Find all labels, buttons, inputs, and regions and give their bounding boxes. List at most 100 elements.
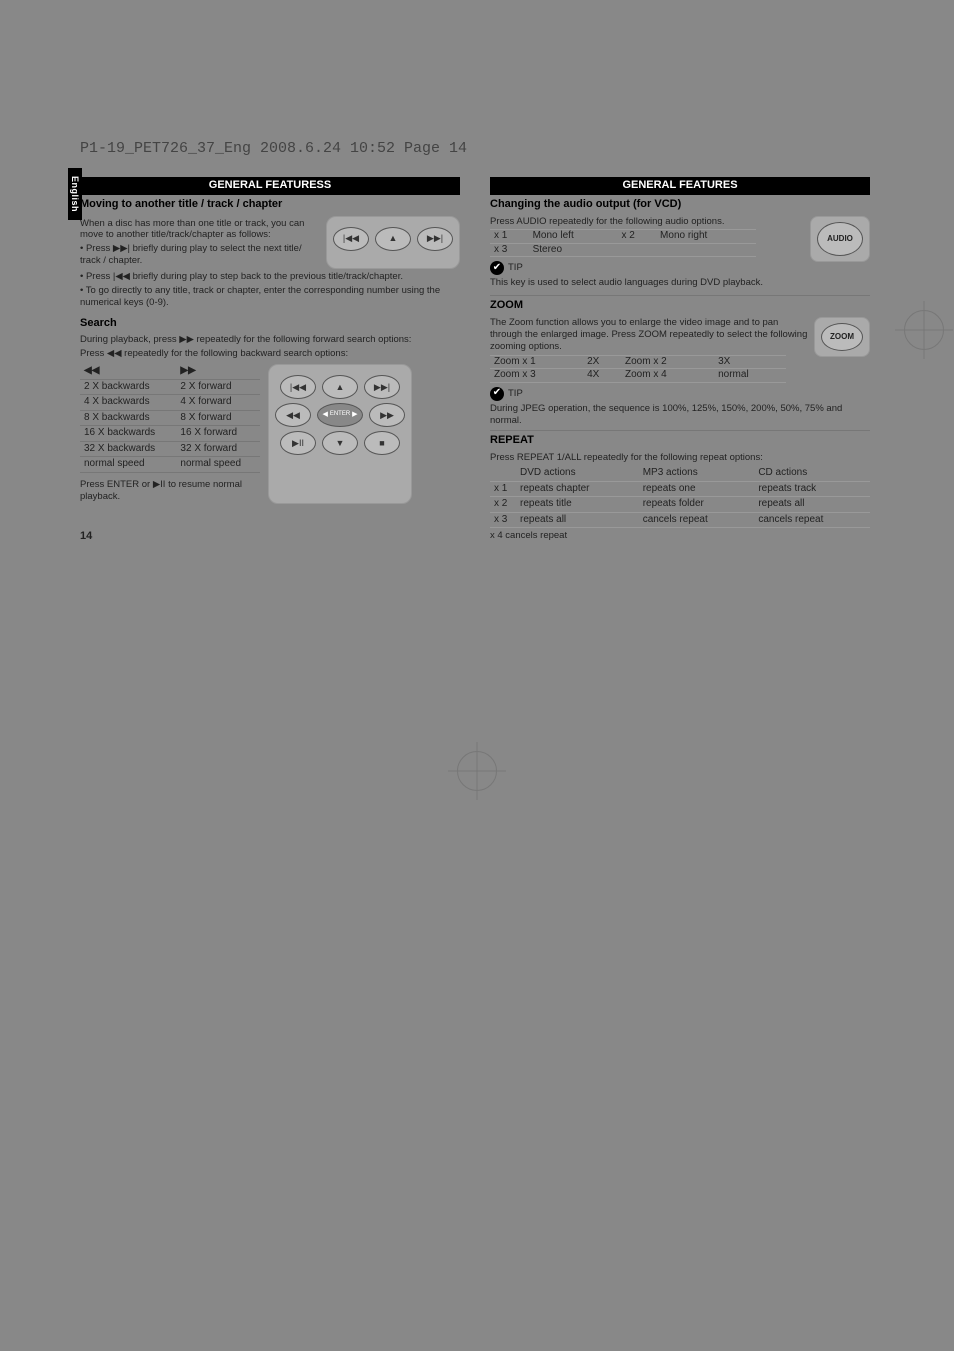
- search-cell: 2 X backwards: [80, 379, 176, 395]
- zoom-cell: 2X: [583, 355, 621, 369]
- repeat-cell: repeats one: [639, 481, 755, 497]
- repeat-head: [490, 466, 516, 481]
- search-line1: During playback, press ▶▶ repeatedly for…: [80, 334, 460, 346]
- enter-button-icon: ◀ ENTER ▶: [317, 403, 363, 427]
- check-icon: ✔: [490, 261, 504, 275]
- repeat-cell: repeats all: [754, 497, 870, 513]
- next-track-icon: ▶▶|: [364, 375, 400, 399]
- repeat-head: DVD actions: [516, 466, 639, 481]
- page-number: 14: [80, 530, 460, 544]
- zoom-tip-text: During JPEG operation, the sequence is 1…: [490, 403, 870, 427]
- repeat-heading: REPEAT: [490, 430, 870, 448]
- zoom-cell: Zoom x 3: [490, 369, 583, 383]
- search-line2: Press ◀◀ repeatedly for the following ba…: [80, 348, 460, 360]
- tip-label: TIP: [508, 262, 523, 274]
- zoom-intro: The Zoom function allows you to enlarge …: [490, 317, 870, 353]
- moving-bullet2: • Press |◀◀ briefly during play to step …: [80, 271, 460, 283]
- up-arrow-icon: ▲: [375, 227, 411, 251]
- zoom-tip: ✔ TIP: [490, 387, 523, 401]
- repeat-intro: Press REPEAT 1/ALL repeatedly for the fo…: [490, 452, 870, 464]
- search-cell: 8 X backwards: [80, 410, 176, 426]
- audio-cell: [617, 243, 656, 257]
- page-background: P1-19_PET726_37_Eng 2008.6.24 10:52 Page…: [0, 0, 954, 1351]
- repeat-cell: x 2: [490, 497, 516, 513]
- repeat-cell: cancels repeat: [639, 512, 755, 528]
- content-area: GENERAL FEATURESS Moving to another titl…: [0, 157, 954, 544]
- repeat-cell: repeats chapter: [516, 481, 639, 497]
- audio-button-label: AUDIO: [817, 222, 863, 256]
- section-bar-left: GENERAL FEATURESS: [80, 177, 460, 195]
- search-cell: normal speed: [80, 457, 176, 473]
- right-arrow-icon: ▶: [352, 411, 357, 420]
- audio-tip: ✔ TIP: [490, 261, 523, 275]
- right-column: GENERAL FEATURES Changing the audio outp…: [490, 177, 870, 544]
- stop-icon: ■: [364, 431, 400, 455]
- search-cell: 16 X backwards: [80, 426, 176, 442]
- repeat-head: CD actions: [754, 466, 870, 481]
- check-icon: ✔: [490, 387, 504, 401]
- section-bar-right: GENERAL FEATURES: [490, 177, 870, 195]
- audio-tip-text: This key is used to select audio languag…: [490, 277, 870, 289]
- next-track-icon: ▶▶|: [417, 227, 453, 251]
- search-cell: 2 X forward: [176, 379, 260, 395]
- forward-icon: ▶▶: [369, 403, 405, 427]
- search-cell: 32 X backwards: [80, 441, 176, 457]
- prev-track-icon: |◀◀: [333, 227, 369, 251]
- repeat-table: DVD actions MP3 actions CD actions x 1 r…: [490, 466, 870, 528]
- prev-track-icon: |◀◀: [280, 375, 316, 399]
- tip-label: TIP: [508, 388, 523, 400]
- search-cell: 16 X forward: [176, 426, 260, 442]
- repeat-cell: x 3: [490, 512, 516, 528]
- audio-button-graphic: AUDIO: [810, 216, 870, 262]
- zoom-heading: ZOOM: [490, 295, 870, 313]
- registration-mark-right: [904, 310, 944, 350]
- zoom-cell: 3X: [714, 355, 786, 369]
- moving-intro: When a disc has more than one title or t…: [80, 218, 312, 242]
- repeat-footer: x 4 cancels repeat: [490, 530, 870, 542]
- audio-cell: [656, 243, 756, 257]
- zoom-button-graphic: ZOOM: [814, 317, 870, 357]
- zoom-table: Zoom x 1 2X Zoom x 2 3X Zoom x 3 4X Zoom…: [490, 355, 786, 383]
- down-arrow-icon: ▼: [322, 431, 358, 455]
- registration-mark-bottom: [457, 751, 497, 791]
- search-col1-head: ◀◀: [80, 364, 176, 379]
- repeat-cell: x 1: [490, 481, 516, 497]
- search-cell: 8 X forward: [176, 410, 260, 426]
- repeat-cell: repeats title: [516, 497, 639, 513]
- repeat-head: MP3 actions: [639, 466, 755, 481]
- rewind-icon: ◀◀: [275, 403, 311, 427]
- moving-bullet3: • To go directly to any title, track or …: [80, 285, 460, 309]
- audio-table: x 1 Mono left x 2 Mono right x 3 Stereo: [490, 229, 756, 257]
- zoom-button-label: ZOOM: [821, 323, 863, 351]
- repeat-cell: repeats folder: [639, 497, 755, 513]
- repeat-cell: repeats track: [754, 481, 870, 497]
- search-cell: 4 X backwards: [80, 395, 176, 411]
- search-cell: 32 X forward: [176, 441, 260, 457]
- zoom-cell: Zoom x 1: [490, 355, 583, 369]
- zoom-cell: Zoom x 4: [621, 369, 714, 383]
- small-remote-graphic: |◀◀ ▲ ▶▶|: [326, 216, 460, 270]
- audio-cell: Mono left: [529, 230, 618, 244]
- moving-bullet1: • Press ▶▶| briefly during play to selec…: [80, 243, 312, 267]
- audio-cell: x 2: [617, 230, 656, 244]
- file-header: P1-19_PET726_37_Eng 2008.6.24 10:52 Page…: [0, 0, 954, 157]
- zoom-cell: Zoom x 2: [621, 355, 714, 369]
- audio-cell: x 3: [490, 243, 529, 257]
- enter-label: ENTER: [330, 411, 350, 419]
- search-col2-head: ▶▶: [176, 364, 260, 379]
- zoom-cell: normal: [714, 369, 786, 383]
- repeat-cell: cancels repeat: [754, 512, 870, 528]
- zoom-cell: 4X: [583, 369, 621, 383]
- audio-cell: x 1: [490, 230, 529, 244]
- audio-cell: Stereo: [529, 243, 618, 257]
- search-cell: 4 X forward: [176, 395, 260, 411]
- language-tab: English: [68, 168, 82, 220]
- audio-heading: Changing the audio output (for VCD): [490, 198, 870, 212]
- search-table: ◀◀ ▶▶ 2 X backwards2 X forward 4 X backw…: [80, 364, 260, 473]
- search-resume: Press ENTER or ▶II to resume normal play…: [80, 479, 260, 503]
- search-cell: normal speed: [176, 457, 260, 473]
- moving-heading: Moving to another title / track / chapte…: [80, 198, 460, 212]
- audio-cell: Mono right: [656, 230, 756, 244]
- up-arrow-icon: ▲: [322, 375, 358, 399]
- repeat-cell: repeats all: [516, 512, 639, 528]
